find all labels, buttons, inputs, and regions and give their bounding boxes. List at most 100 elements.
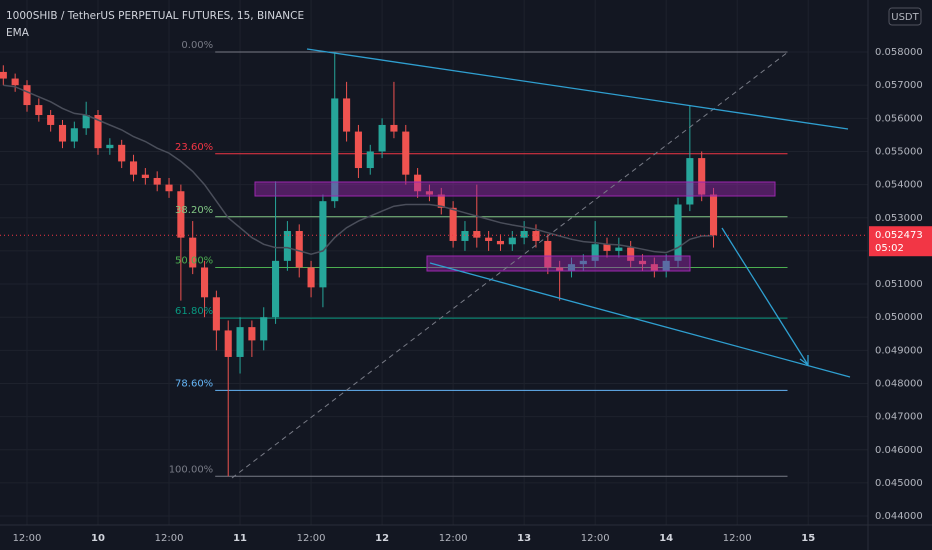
candle-body: [520, 231, 528, 238]
candle-body: [532, 231, 540, 241]
fib-label: 50.00%: [175, 255, 213, 266]
candle-body: [343, 98, 351, 132]
y-tick-label: 0.055000: [875, 146, 923, 157]
y-tick-label: 0.051000: [875, 279, 923, 290]
candle-body: [47, 115, 55, 125]
plot: [0, 51, 788, 477]
candle-body: [473, 231, 481, 238]
x-tick-label: 12:00: [581, 533, 610, 544]
candle-body: [94, 115, 102, 149]
candle-body: [70, 128, 78, 142]
currency-box[interactable]: [888, 7, 922, 26]
trend-line: [429, 262, 851, 378]
candle-body: [35, 105, 43, 116]
candle-body: [485, 237, 493, 241]
candle-body: [224, 330, 232, 357]
arrow-head: [799, 355, 809, 367]
candle-body: [496, 240, 505, 245]
candle-body: [674, 204, 682, 261]
candle-body: [591, 244, 599, 261]
x-tick-label: 10: [91, 533, 105, 544]
y-tick-label: 0.056000: [875, 113, 923, 124]
candle-body: [165, 184, 173, 192]
x-tick-label: 14: [659, 533, 673, 544]
candle-body: [23, 85, 31, 106]
candle-body: [354, 131, 362, 169]
candle-body: [295, 231, 303, 268]
y-tick-label: 0.053000: [875, 213, 923, 224]
x-tick-label: 13: [517, 533, 531, 544]
candle-body: [153, 177, 161, 185]
drawings: [231, 48, 851, 479]
y-tick-label: 0.049000: [875, 345, 923, 356]
candle-body: [449, 207, 457, 241]
candle-body: [331, 98, 339, 202]
candle-body: [58, 124, 67, 142]
x-tick-label: 12:00: [13, 533, 42, 544]
candle-body: [141, 174, 149, 178]
fib-label: 38.20%: [175, 205, 213, 216]
zone: [254, 181, 776, 197]
candle-body: [212, 297, 220, 331]
last-price-label: 0.052473: [875, 230, 923, 241]
candle-body: [248, 327, 256, 341]
fib-label: 0.00%: [181, 40, 213, 51]
candle-body: [177, 191, 185, 238]
fib-label: 100.00%: [169, 464, 214, 475]
candle-body: [686, 158, 694, 205]
candle-body: [0, 71, 7, 79]
candle-body: [307, 267, 315, 288]
x-tick-label: 12:00: [439, 533, 468, 544]
fib-label: 61.80%: [175, 306, 213, 317]
candle-body: [414, 174, 422, 192]
y-tick-label: 0.047000: [875, 412, 923, 423]
y-tick-label: 0.057000: [875, 80, 923, 91]
x-tick-label: 12:00: [155, 533, 184, 544]
trend-line: [306, 48, 849, 130]
y-tick-label: 0.050000: [875, 312, 923, 323]
candle-body: [200, 267, 209, 298]
y-tick-label: 0.048000: [875, 378, 923, 389]
candle-body: [283, 231, 291, 261]
x-tick-label: 12:00: [723, 533, 752, 544]
candle-body: [129, 161, 138, 175]
candle-body: [82, 115, 90, 129]
candle-body: [390, 124, 398, 132]
candle-body: [189, 237, 197, 268]
currency[interactable]: USDT: [891, 12, 919, 23]
y-tick-label: 0.046000: [875, 445, 923, 456]
x-tick-label: 11: [233, 533, 247, 544]
candle-body: [508, 237, 516, 245]
fib-label: 78.60%: [175, 378, 213, 389]
candle-body: [627, 247, 635, 261]
candle-body: [567, 264, 576, 271]
candle-body: [118, 144, 126, 162]
candle-body: [603, 244, 611, 251]
candle-body: [615, 247, 623, 251]
candle-body: [650, 264, 658, 271]
y-tick-label: 0.045000: [875, 478, 923, 489]
ema-line: [3, 84, 714, 255]
candle-body: [11, 78, 19, 86]
fib-label: 23.60%: [175, 142, 213, 153]
candle-body: [638, 260, 647, 265]
indicator-name: EMA: [6, 27, 30, 39]
candle-body: [556, 267, 564, 271]
y-tick-label: 0.044000: [875, 511, 923, 522]
x-tick-label: 15: [801, 533, 815, 544]
last-price-box: [869, 226, 932, 257]
zone: [426, 255, 691, 272]
candle-body: [437, 194, 445, 208]
candle-body: [236, 327, 244, 357]
candle-body: [106, 144, 114, 149]
candle-body: [461, 231, 469, 241]
candle-body: [544, 240, 552, 268]
y-tick-label: 0.054000: [875, 180, 923, 191]
x-tick-label: 12:00: [297, 533, 326, 544]
candle-body: [425, 191, 433, 195]
symbol-title: 1000SHIB / TetherUS PERPETUAL FUTURES, 1…: [6, 10, 304, 22]
candle-body: [378, 124, 386, 152]
candle-body: [272, 260, 280, 318]
